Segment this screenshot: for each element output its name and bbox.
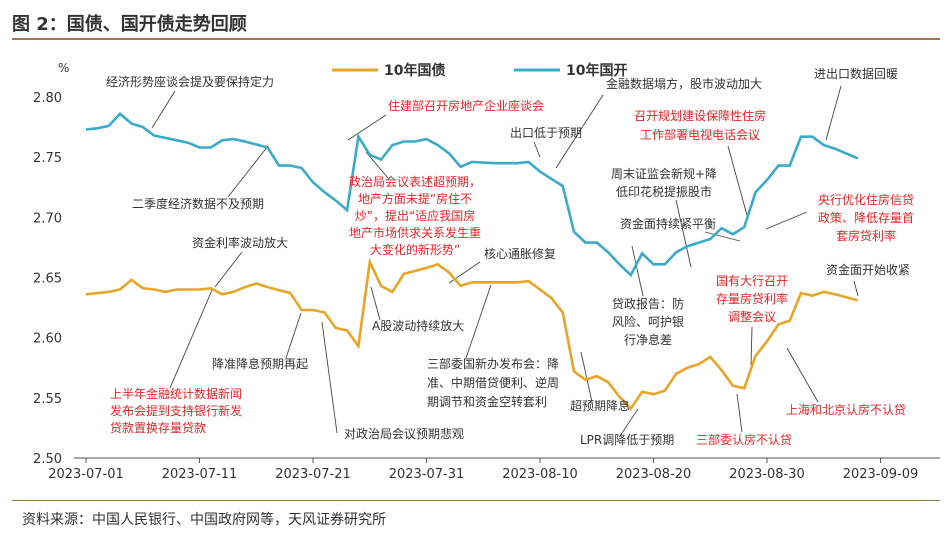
annotation-leader	[786, 347, 819, 403]
annotation-11: 三部委国新办发布会：降准、中期借贷便利、逆周期调节和资金空转套利	[427, 356, 559, 409]
series-line-gov	[85, 257, 859, 411]
annotation-leader	[321, 321, 338, 434]
x-tick-label: 2023-07-11	[162, 467, 238, 482]
annotation-leader	[285, 312, 302, 359]
x-tick-label: 2023-08-30	[729, 467, 805, 482]
annotation-5: 上半年金融统计数据新闻发布会提到支持银行新发贷款置换存量贷款	[110, 386, 242, 435]
annotation-leader	[750, 326, 753, 366]
annotation-1: 经济形势座谈会提及要保持定力	[106, 74, 274, 89]
annotation-leader	[619, 408, 639, 437]
annotation-leader	[227, 145, 269, 198]
annotation-leader	[370, 286, 381, 321]
annotation-leader	[555, 94, 604, 169]
y-tick-label: 2.65	[33, 272, 62, 287]
series-line-cdb	[85, 112, 859, 278]
annotation-leader	[365, 151, 389, 179]
annotation-6: 对政治局会议预期悲观	[344, 426, 464, 441]
annotation-15: LPR调降低于预期	[580, 433, 674, 447]
annotation-leader	[533, 141, 541, 158]
y-tick-label: 2.70	[33, 211, 62, 226]
annotation-leader	[347, 114, 387, 141]
annotation-18: 资金面持续紧平衡	[620, 216, 716, 231]
annotation-leader	[580, 351, 593, 403]
annotation-leaders	[151, 85, 859, 437]
y-tick-label: 2.75	[33, 151, 62, 166]
annotation-9: A股波动持续放大	[372, 318, 464, 333]
annotation-7: 住建部召开房地产企业座谈会	[388, 98, 544, 113]
annotation-leader	[825, 85, 842, 141]
annotation-21: 三部委认房不认贷	[696, 432, 792, 447]
annotation-25: 上海和北京认房不认贷	[786, 402, 906, 417]
annotation-2: 二季度经济数据不及预期	[132, 196, 264, 211]
y-tick-label: 2.50	[33, 452, 62, 467]
annotation-leader	[675, 199, 692, 268]
annotation-16: 贷政报告：防风险、呵护银行净息差	[612, 296, 684, 347]
annotation-leader	[151, 90, 176, 129]
y-tick-label: 2.60	[33, 332, 62, 347]
x-tick-label: 2023-08-10	[502, 467, 578, 482]
y-tick-label: 2.80	[33, 91, 62, 106]
x-tick-label: 2023-09-09	[843, 467, 919, 482]
annotation-leader	[465, 284, 492, 359]
annotation-leader	[765, 211, 808, 230]
annotation-17: 周末证监会新规+降低印花税提振股市	[611, 166, 717, 199]
annotation-13: 出口低于预期	[510, 126, 582, 140]
annotation-leader	[727, 145, 749, 220]
annotation-10: 核心通胀修复	[484, 246, 556, 261]
title-rule	[12, 38, 940, 40]
source-rule	[12, 500, 940, 501]
annotation-14: 超预期降息	[570, 398, 630, 413]
figure-title: 图 2：国债、国开债走势回顾	[12, 14, 247, 35]
annotation-leader	[169, 289, 213, 389]
x-tick-labels: 2023-07-01 2023-07-11 2023-07-21 2023-07-31…	[48, 458, 918, 482]
legend-label-gov: 10年国债	[384, 62, 445, 79]
annotation-leader	[736, 393, 743, 433]
legend-label-cdb: 10年国开	[566, 62, 627, 79]
annotation-23: 央行优化住房信贷政策、降低存量首套房贷利率	[818, 192, 914, 243]
annotation-leader	[853, 280, 859, 297]
annotation-20: 国有大行召开存量房贷利率调整会议	[716, 274, 788, 324]
annotation-leader	[214, 251, 243, 288]
annotation-8: 政治局会议表述超预期，地产方面未提“房住不炒”，提出“适应我国房地产市场供求关系…	[349, 174, 481, 257]
y-axis-unit: %	[58, 61, 69, 75]
x-tick-label: 2023-07-31	[389, 467, 465, 482]
annotation-19: 召开规划建设保障性住房工作部署电视电话会议	[634, 108, 766, 142]
x-tick-label: 2023-07-21	[275, 467, 351, 482]
annotation-4: 降准降息预期再起	[212, 356, 308, 371]
annotations: 经济形势座谈会提及要保持定力二季度经济数据不及预期资金利率波动放大降准降息预期再…	[106, 66, 914, 447]
x-tick-label: 2023-08-20	[616, 467, 692, 482]
annotation-24: 资金面开始收紧	[826, 262, 910, 277]
annotation-12: 金融数据塌方，股市波动加大	[606, 76, 762, 91]
y-tick-label: 2.55	[33, 392, 62, 407]
legend: 10年国债 10年国开	[332, 62, 627, 79]
annotation-leader	[704, 231, 741, 242]
annotation-leader	[448, 261, 481, 284]
annotation-22: 进出口数据回暖	[814, 66, 898, 81]
figure-source: 资料来源：中国人民银行、中国政府网等，天风证券研究所	[22, 512, 386, 528]
x-tick-label: 2023-07-01	[48, 467, 124, 482]
y-tick-labels: 2.50 2.55 2.60 2.65 2.70 2.75 2.80	[33, 91, 62, 467]
annotation-3: 资金利率波动放大	[192, 235, 288, 250]
annotation-leader	[631, 245, 644, 297]
